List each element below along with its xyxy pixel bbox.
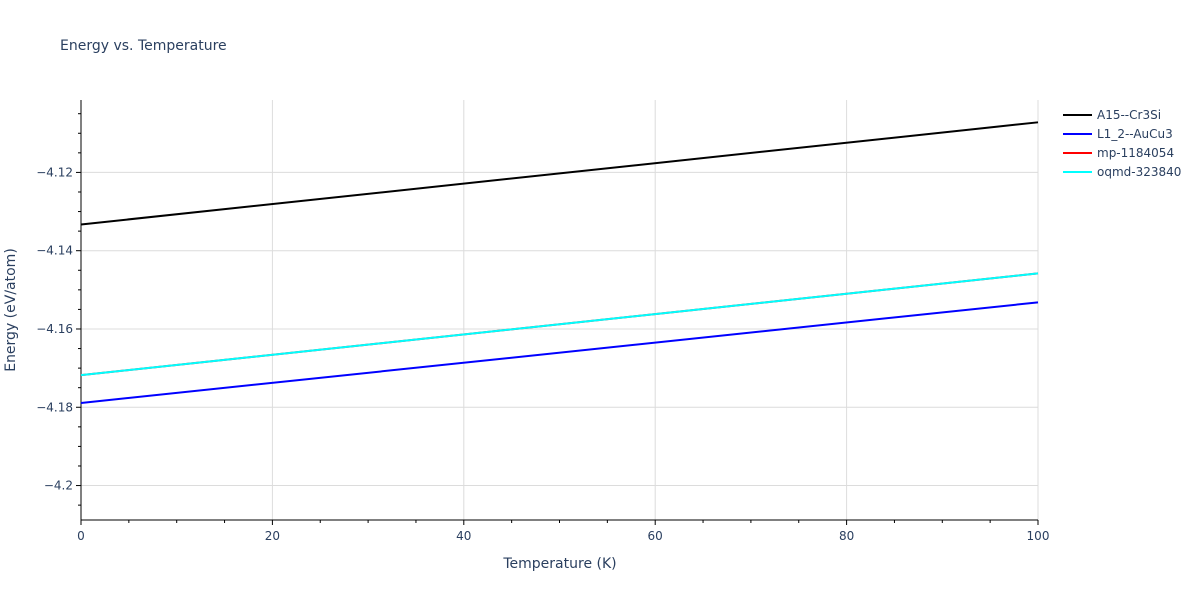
y-tick-label: −4.12 xyxy=(36,165,73,179)
y-tick-label: −4.14 xyxy=(36,244,73,258)
legend-item: mp-1184054 xyxy=(1063,146,1174,160)
legend-label: A15--Cr3Si xyxy=(1097,108,1161,122)
legend-label: L1_2--AuCu3 xyxy=(1097,127,1173,141)
x-tick-label: 80 xyxy=(839,529,854,543)
series-line xyxy=(80,272,1039,377)
y-tick-label: −4.2 xyxy=(44,479,73,493)
legend-item: oqmd-323840 xyxy=(1063,165,1181,179)
x-tick-label: 20 xyxy=(265,529,280,543)
x-tick-label: 60 xyxy=(648,529,663,543)
x-axis-title: Temperature (K) xyxy=(502,556,616,572)
tick-labels-layer: 0 20 40 60 80 100 −4.2 −4.18 −4.16 −4.14 −4.12 xyxy=(36,165,1049,543)
chart-title: Energy vs. Temperature xyxy=(60,38,227,54)
series-line xyxy=(80,301,1039,404)
y-tick-label: −4.18 xyxy=(36,400,73,414)
axes-layer xyxy=(76,100,1039,525)
legend: A15--Cr3Si L1_2--AuCu3 mp-1184054 oqmd-3238… xyxy=(1063,108,1181,179)
grid-layer xyxy=(81,100,1039,520)
y-axis-title: Energy (eV/atom) xyxy=(3,248,19,372)
series-line xyxy=(80,121,1039,226)
legend-item: L1_2--AuCu3 xyxy=(1063,127,1173,141)
legend-label: oqmd-323840 xyxy=(1097,165,1181,179)
series-layer xyxy=(80,121,1039,404)
x-tick-label: 0 xyxy=(77,529,85,543)
x-tick-label: 100 xyxy=(1027,529,1050,543)
y-tick-label: −4.16 xyxy=(36,322,73,336)
legend-label: mp-1184054 xyxy=(1097,146,1174,160)
x-tick-label: 40 xyxy=(456,529,471,543)
legend-item: A15--Cr3Si xyxy=(1063,108,1161,122)
